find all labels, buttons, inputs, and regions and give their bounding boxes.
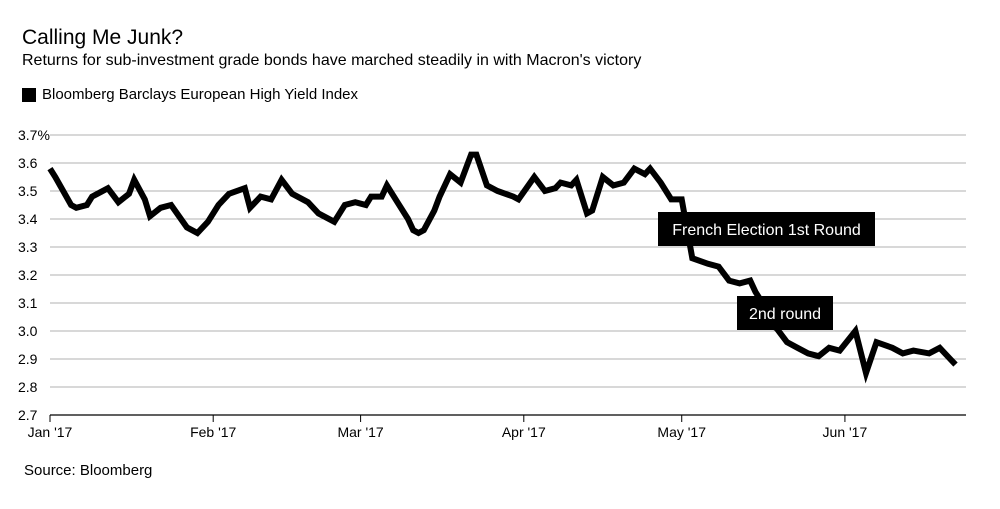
- x-tick-label: Mar '17: [337, 424, 383, 440]
- annotation-box: [737, 296, 833, 330]
- y-tick-label: 3.3: [18, 239, 38, 255]
- y-tick-label: 3.6: [18, 155, 38, 171]
- y-tick-label: 2.7: [18, 407, 38, 423]
- annotation-label: 2nd round: [749, 306, 821, 323]
- series: [47, 151, 958, 384]
- annotations: French Election 1st Round 2nd round: [658, 212, 875, 330]
- chart-legend: Bloomberg Barclays European High Yield I…: [22, 86, 358, 103]
- x-tick-label: May '17: [657, 424, 706, 440]
- y-tick-label: 3.7%: [18, 127, 50, 143]
- x-tick-label: Jan '17: [28, 424, 73, 440]
- y-tick-label: 3.4: [18, 211, 38, 227]
- chart-subtitle: Returns for sub-investment grade bonds h…: [22, 52, 642, 69]
- gridlines: [50, 134, 966, 416]
- legend-label: Bloomberg Barclays European High Yield I…: [42, 86, 359, 103]
- y-tick-label: 3.0: [18, 323, 38, 339]
- y-tick-label: 3.1: [18, 295, 38, 311]
- axes: 2.7 2.8 2.9 3.0 3.1 3.2 3.3 3.4 3.5 3.6 3.7% Jan '1…: [18, 127, 867, 440]
- y-tick-label: 2.8: [18, 379, 38, 395]
- y-tick-label: 2.9: [18, 351, 38, 367]
- annotation-label: French Election 1st Round: [672, 222, 861, 239]
- source-note: Source: Bloomberg: [24, 462, 153, 479]
- legend-swatch: [22, 87, 36, 102]
- x-tick-label: Apr '17: [502, 424, 546, 440]
- x-tick-label: Jun '17: [823, 424, 868, 440]
- y-tick-label: 3.2: [18, 267, 38, 283]
- x-tick-label: Feb '17: [190, 424, 236, 440]
- y-tick-label: 3.5: [18, 183, 38, 199]
- chart-title: Calling Me Junk?: [22, 26, 184, 49]
- annotation-box: [658, 212, 875, 246]
- series-line: [47, 151, 958, 384]
